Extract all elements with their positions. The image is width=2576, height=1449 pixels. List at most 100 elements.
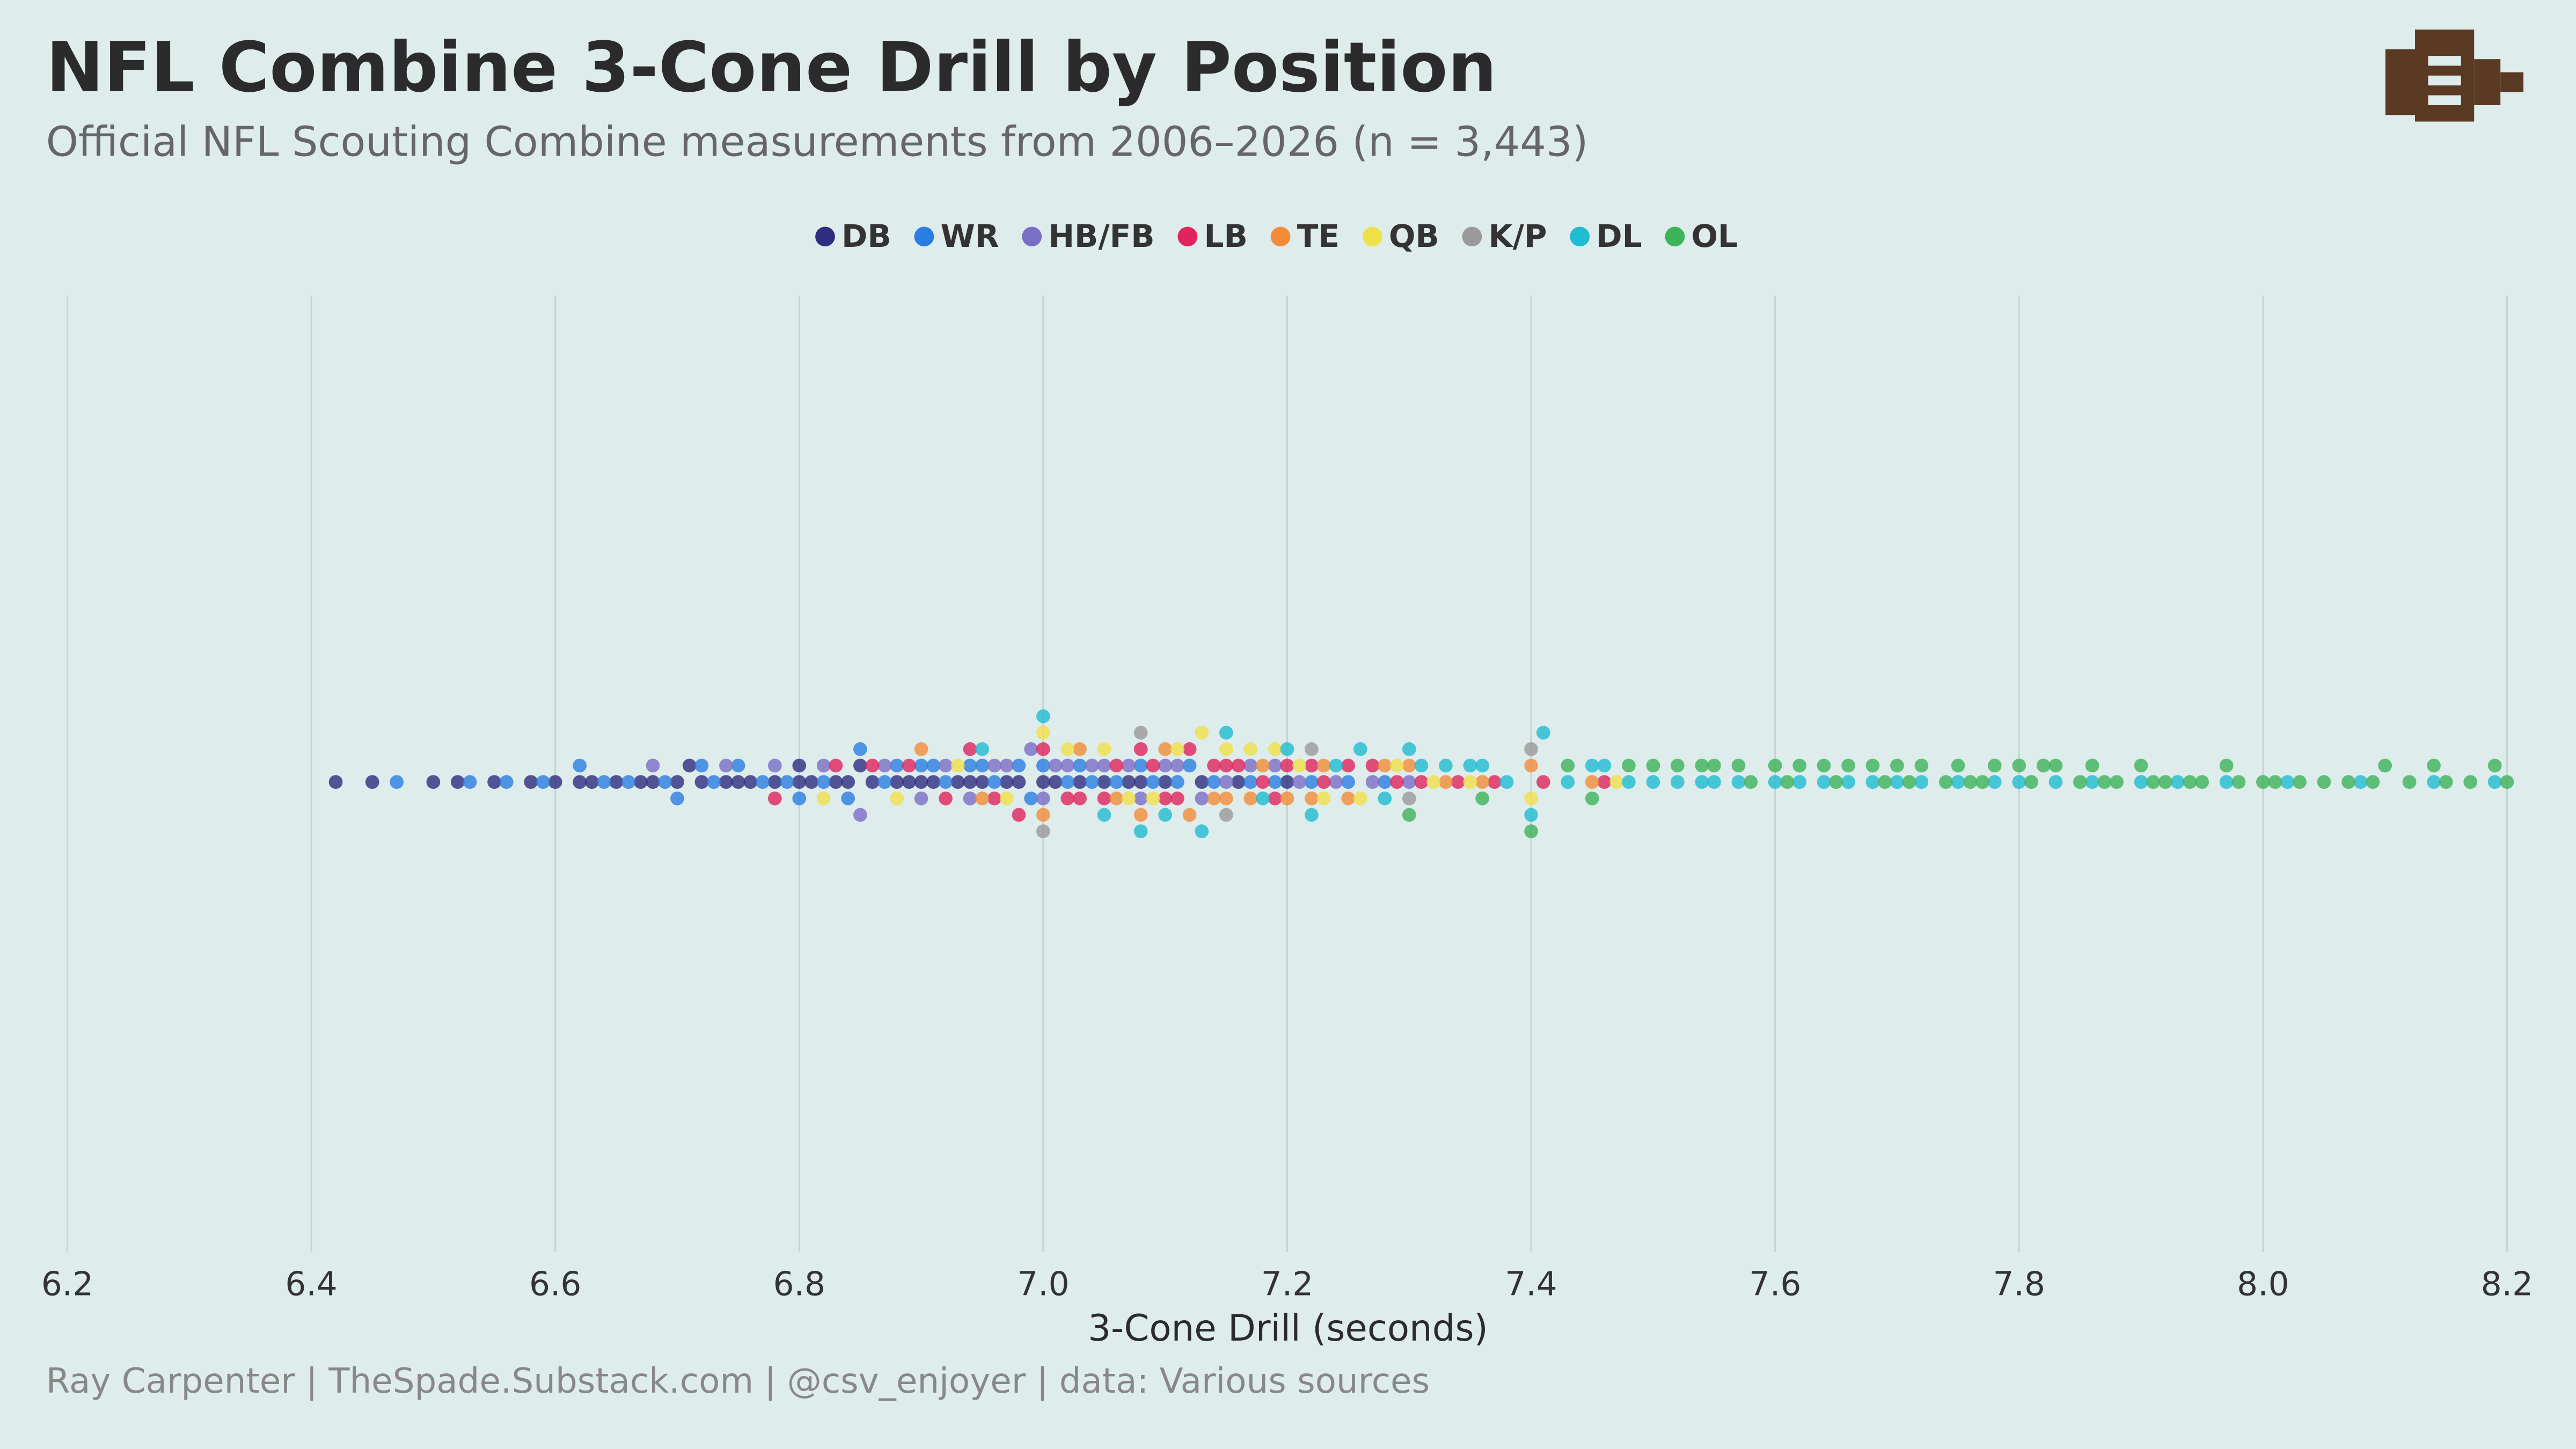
dot xyxy=(1451,775,1465,789)
dot xyxy=(1133,791,1148,806)
dot xyxy=(841,791,855,806)
dot xyxy=(1792,758,1806,773)
dot xyxy=(1036,808,1050,822)
dot xyxy=(1243,791,1258,806)
dot xyxy=(1414,775,1429,789)
dot xyxy=(1305,742,1319,756)
dot xyxy=(2487,758,2502,773)
dot xyxy=(1865,775,1880,789)
dot xyxy=(1268,742,1282,756)
legend-swatch xyxy=(1022,226,1042,247)
dot xyxy=(731,775,745,789)
dot xyxy=(707,775,721,789)
dot xyxy=(1305,758,1319,773)
dot xyxy=(2110,775,2124,789)
dot xyxy=(1048,775,1063,789)
dot xyxy=(1402,791,1416,806)
dot xyxy=(2317,775,2331,789)
dot xyxy=(1792,775,1806,789)
dot xyxy=(902,775,916,789)
dot xyxy=(2012,758,2026,773)
dot xyxy=(1219,808,1233,822)
dot xyxy=(1353,742,1367,756)
dot xyxy=(1207,758,1221,773)
dot xyxy=(853,758,867,773)
legend-label: DL xyxy=(1596,218,1642,254)
legend-label: HB/FB xyxy=(1048,218,1154,254)
dot xyxy=(816,758,831,773)
dot xyxy=(1231,758,1246,773)
dot xyxy=(1439,775,1453,789)
dot xyxy=(999,775,1014,789)
dot xyxy=(1243,742,1258,756)
legend-swatch xyxy=(1270,226,1291,247)
x-tick-label: 6.2 xyxy=(41,1265,93,1304)
dot xyxy=(2183,775,2197,789)
dot xyxy=(853,808,867,822)
dot xyxy=(1670,758,1685,773)
dot xyxy=(1390,758,1404,773)
dot xyxy=(1182,808,1197,822)
dot xyxy=(756,775,770,789)
dot xyxy=(1243,775,1258,789)
dot xyxy=(2073,775,2087,789)
dot xyxy=(463,775,477,789)
dot xyxy=(767,791,782,806)
dot xyxy=(1841,758,1855,773)
dot xyxy=(987,791,1001,806)
dot xyxy=(1085,775,1099,789)
dot xyxy=(804,775,818,789)
dot xyxy=(499,775,514,789)
dot xyxy=(1646,775,1660,789)
dot xyxy=(1914,758,1929,773)
dot xyxy=(1390,775,1404,789)
dot xyxy=(939,775,953,789)
grid: 6.2 6.4 6.6 6.8 7.0 7.2 7.4 7.6 7.8 8.0 8.2 xyxy=(41,296,2533,1304)
dot xyxy=(1073,758,1087,773)
dot xyxy=(1670,775,1685,789)
dot xyxy=(1256,775,1270,789)
dot xyxy=(999,791,1014,806)
dot xyxy=(1488,775,1502,789)
dot xyxy=(767,758,782,773)
x-tick-label: 7.0 xyxy=(1017,1265,1069,1304)
dot xyxy=(1036,824,1050,838)
dot xyxy=(1963,775,1978,789)
x-tick-label: 8.0 xyxy=(2237,1265,2289,1304)
dot xyxy=(1707,758,1721,773)
chart-subtitle: Official NFL Scouting Combine measuremen… xyxy=(46,118,1589,166)
dot xyxy=(877,758,892,773)
dot xyxy=(1585,758,1599,773)
dot xyxy=(1524,758,1538,773)
dot xyxy=(2427,758,2441,773)
x-tick-label: 6.8 xyxy=(773,1265,825,1304)
dot xyxy=(1316,791,1331,806)
dot xyxy=(2134,775,2148,789)
dot xyxy=(1817,758,1831,773)
legend-swatch xyxy=(815,226,835,247)
dot xyxy=(1024,742,1038,756)
dot xyxy=(975,775,990,789)
dot xyxy=(633,775,648,789)
dot xyxy=(719,775,733,789)
dot xyxy=(1975,775,1989,789)
dot xyxy=(1036,709,1050,723)
legend-label: DB xyxy=(841,218,891,254)
dot xyxy=(1329,775,1343,789)
dot xyxy=(1170,775,1184,789)
dot xyxy=(1280,758,1294,773)
dot xyxy=(902,758,916,773)
dot xyxy=(1341,758,1355,773)
dot xyxy=(1256,758,1270,773)
dot xyxy=(853,742,867,756)
dot xyxy=(1622,775,1636,789)
dot xyxy=(1268,775,1282,789)
dot xyxy=(658,775,672,789)
dot xyxy=(670,791,684,806)
dot xyxy=(987,775,1001,789)
dot xyxy=(2085,758,2099,773)
dot xyxy=(1170,742,1184,756)
dot xyxy=(2463,775,2478,789)
dot xyxy=(1268,791,1282,806)
x-tick-label: 8.2 xyxy=(2481,1265,2533,1304)
